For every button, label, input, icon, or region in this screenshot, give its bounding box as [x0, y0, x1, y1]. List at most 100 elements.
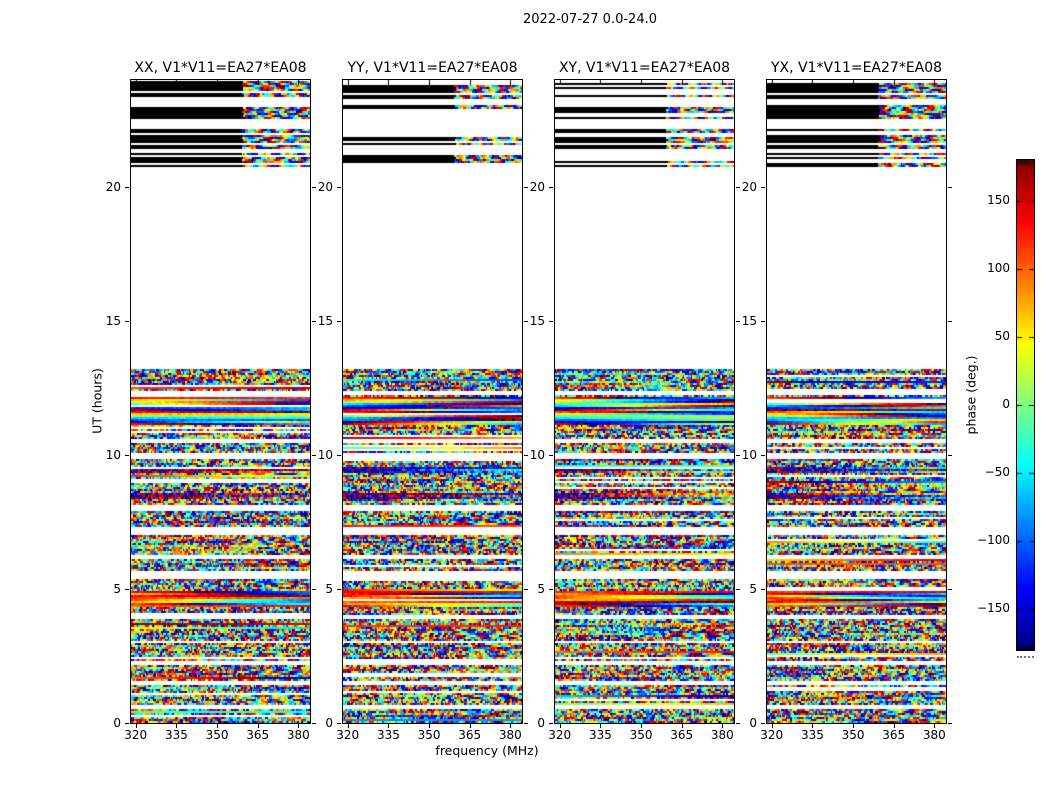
y-tick-mark: [312, 187, 316, 188]
y-tick-mark: [761, 723, 765, 724]
y-tick-mark: [948, 455, 952, 456]
y-tick-label: 0: [749, 716, 757, 730]
x-tick-label: 320: [548, 728, 572, 742]
x-tick-mark: [894, 724, 895, 728]
y-tick-mark: [549, 321, 553, 322]
panel-canvas: [767, 80, 946, 723]
panel-title: XY, V1*V11=EA27*EA08: [558, 60, 731, 76]
panel: [554, 79, 735, 724]
y-tick-label: 20: [741, 180, 757, 195]
x-tick-mark: [600, 724, 601, 728]
y-tick-mark: [125, 589, 129, 590]
x-tick-mark: [176, 724, 177, 728]
y-tick-mark: [312, 723, 316, 724]
y-tick-mark: [948, 589, 952, 590]
x-tick-mark: [298, 724, 299, 728]
panel: [766, 79, 947, 724]
x-tick-label: 320: [760, 728, 784, 742]
y-tick-mark: [125, 187, 129, 188]
x-tick-label: 335: [800, 728, 824, 742]
y-tick-mark: [761, 589, 765, 590]
x-tick-mark: [470, 724, 471, 728]
y-tick-mark: [524, 589, 528, 590]
y-tick-label: 5: [537, 582, 545, 597]
y-tick-mark: [736, 723, 740, 724]
colorbar-tick-label: 150: [987, 193, 1010, 207]
x-tick-label: 335: [376, 728, 400, 742]
y-tick-label: 0: [113, 716, 121, 730]
x-tick-mark: [641, 724, 642, 728]
y-tick-mark: [948, 187, 952, 188]
panel: [342, 79, 523, 724]
y-tick-label: 10: [741, 448, 757, 463]
x-tick-mark: [510, 724, 511, 728]
x-tick-label: 335: [588, 728, 612, 742]
panel: [130, 79, 311, 724]
y-tick-label: 0: [325, 716, 333, 730]
y-tick-mark: [736, 321, 740, 322]
y-tick-label: 10: [529, 448, 545, 463]
y-tick-mark: [524, 321, 528, 322]
x-tick-mark: [217, 724, 218, 728]
y-tick-mark: [337, 723, 341, 724]
y-tick-mark: [549, 723, 553, 724]
y-tick-mark: [736, 455, 740, 456]
y-tick-mark: [524, 187, 528, 188]
x-tick-label: 320: [336, 728, 360, 742]
y-tick-label: 15: [105, 314, 121, 329]
x-tick-label: 380: [286, 728, 310, 742]
x-tick-mark: [853, 724, 854, 728]
y-tick-mark: [549, 187, 553, 188]
x-tick-mark: [682, 724, 683, 728]
y-tick-mark: [736, 187, 740, 188]
colorbar-underflow-dots: [1017, 656, 1034, 658]
x-tick-label: 320: [124, 728, 148, 742]
y-tick-mark: [337, 589, 341, 590]
colorbar-tick-label: 100: [987, 261, 1010, 275]
x-tick-label: 380: [922, 728, 946, 742]
x-axis-label: frequency (MHz): [435, 743, 539, 758]
panel-canvas: [131, 80, 310, 723]
y-tick-mark: [312, 455, 316, 456]
figure-title: 2022-07-27 0.0-24.0: [523, 12, 657, 27]
x-tick-label: 380: [710, 728, 734, 742]
x-tick-label: 335: [164, 728, 188, 742]
y-tick-mark: [736, 589, 740, 590]
x-tick-label: 365: [670, 728, 694, 742]
y-tick-label: 0: [537, 716, 545, 730]
colorbar: [1016, 159, 1035, 651]
y-tick-label: 5: [325, 582, 333, 597]
y-tick-label: 20: [105, 180, 121, 195]
x-tick-mark: [722, 724, 723, 728]
y-tick-label: 20: [317, 180, 333, 195]
x-tick-label: 350: [841, 728, 865, 742]
y-tick-mark: [761, 321, 765, 322]
x-tick-label: 365: [458, 728, 482, 742]
panel-title: YX, V1*V11=EA27*EA08: [770, 60, 943, 76]
x-tick-label: 350: [205, 728, 229, 742]
panel-canvas: [555, 80, 734, 723]
colorbar-tick-label: −50: [984, 465, 1010, 479]
y-tick-label: 20: [529, 180, 545, 195]
y-axis-label: UT (hours): [89, 368, 105, 434]
y-tick-label: 15: [529, 314, 545, 329]
x-tick-mark: [136, 724, 137, 728]
y-tick-label: 10: [317, 448, 333, 463]
x-tick-mark: [772, 724, 773, 728]
colorbar-tick-label: −100: [977, 533, 1010, 547]
colorbar-tick-label: −150: [977, 601, 1010, 615]
colorbar-gradient: [1017, 160, 1034, 650]
y-tick-mark: [125, 321, 129, 322]
x-tick-label: 365: [882, 728, 906, 742]
y-tick-mark: [549, 589, 553, 590]
y-tick-mark: [524, 455, 528, 456]
y-tick-mark: [948, 723, 952, 724]
y-tick-mark: [312, 589, 316, 590]
y-tick-mark: [337, 187, 341, 188]
y-tick-label: 5: [749, 582, 757, 597]
y-tick-label: 5: [113, 582, 121, 597]
y-tick-mark: [125, 455, 129, 456]
colorbar-tick-label: 50: [994, 329, 1010, 343]
x-tick-mark: [429, 724, 430, 728]
